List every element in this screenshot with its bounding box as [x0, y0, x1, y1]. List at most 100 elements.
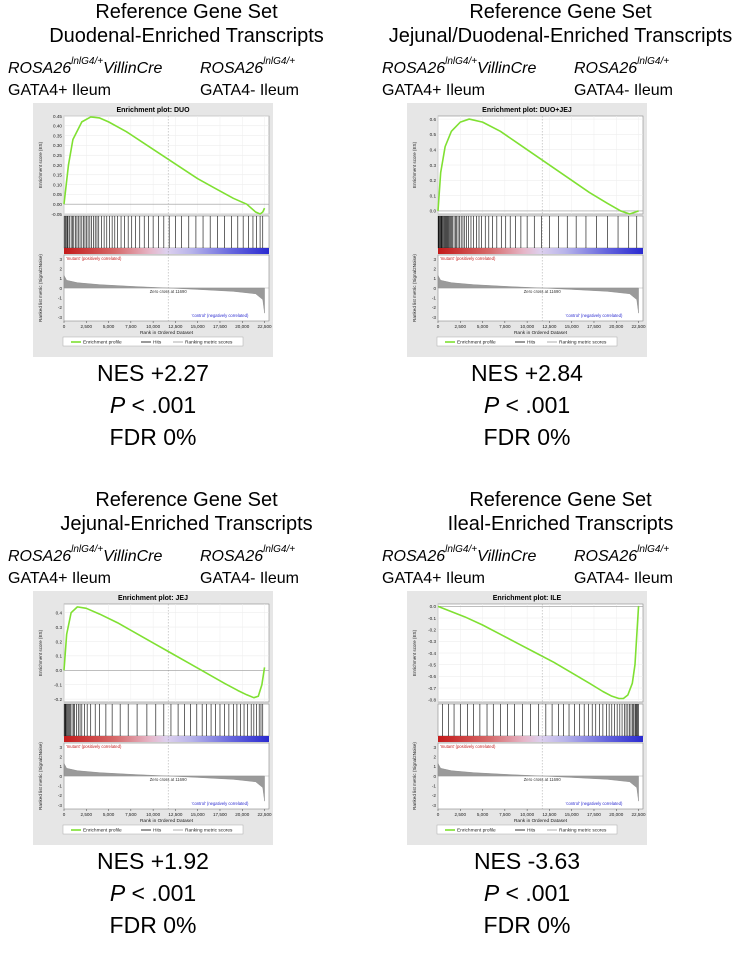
xtick-label: 2,500 [455, 324, 467, 329]
legend-label: Ranking metric scores [559, 340, 607, 346]
negative-correlation-label: 'control' (negatively correlated) [566, 313, 623, 318]
es-ytick-label: 0.4 [56, 610, 63, 615]
xtick-label: 10,000 [520, 812, 534, 817]
group-right-label: GATA4- Ileum [200, 570, 299, 587]
metric-ytick-label: 0 [59, 286, 62, 291]
legend-label: Enrichment profile [457, 828, 496, 834]
xlabel: Rank in Ordered Dataset [514, 330, 568, 336]
xtick-label: 17,500 [213, 324, 227, 329]
ranking-color-bar [64, 248, 269, 254]
xlabel: Rank in Ordered Dataset [514, 818, 568, 824]
es-ylabel: Enrichment score (ES) [38, 141, 43, 188]
ranking-color-bar [64, 736, 269, 742]
xtick-label: 22,500 [632, 324, 646, 329]
legend-label: Hits [153, 828, 162, 834]
legend-label: Ranking metric scores [185, 828, 233, 834]
p-value: P < .001 [33, 878, 273, 908]
xtick-label: 17,500 [587, 324, 601, 329]
es-ylabel: Enrichment score (ES) [38, 629, 43, 676]
metric-ytick-label: 0 [59, 774, 62, 779]
p-label: P [109, 392, 126, 418]
enrichment-plot-panel: Enrichment plot: JEJ 0.4 0.3 0.2 0.1 0.0 -0.1 -… [33, 591, 273, 845]
xtick-label: 7,500 [499, 812, 511, 817]
xtick-label: 7,500 [125, 812, 137, 817]
enrichment-plot-svg: Enrichment plot: ILE 0.0 -0.1 -0.2 -0.3 -0.4 -… [412, 595, 646, 835]
ranking-metric-area [63, 275, 265, 314]
es-ytick-label: 0.1 [430, 193, 437, 198]
es-ytick-label: -0.3 [428, 639, 436, 644]
metric-ytick-label: 0 [433, 774, 436, 779]
genotype-right-base: ROSA26 [574, 548, 638, 565]
xtick-label: 20,000 [235, 324, 249, 329]
enrichment-profile-line [437, 118, 639, 215]
genotype-right-base: ROSA26 [200, 60, 264, 77]
metric-ytick-label: 3 [59, 745, 62, 750]
es-ytick-label: -0.7 [428, 686, 436, 691]
gsea-quadrant: Reference Gene Set Jejunal-Enriched Trans… [0, 488, 373, 961]
xtick-label: 20,000 [609, 324, 623, 329]
negative-correlation-label: 'control' (negatively correlated) [192, 801, 249, 806]
xtick-label: 15,000 [191, 812, 205, 817]
genotype-right: ROSA26lnlG4/+ [200, 544, 296, 566]
metric-ytick-label: 3 [433, 257, 436, 262]
p-label: P [483, 392, 500, 418]
enrichment-plot-panel: Enrichment plot: DUO 0.45 0.40 0.35 0.30 0.25… [33, 103, 273, 357]
es-ytick-label: -0.5 [428, 662, 436, 667]
nes-value: NES +2.84 [471, 360, 583, 386]
xtick-label: 22,500 [258, 324, 272, 329]
genotype-left-base: ROSA26 [8, 60, 72, 77]
gsea-quadrant: Reference Gene Set Jejunal/Duodenal-Enric… [374, 0, 747, 473]
negative-correlation-label: 'control' (negatively correlated) [566, 801, 623, 806]
genotype-left: ROSA26lnlG4/+VillinCre [8, 57, 162, 78]
es-ytick-label: -0.2 [54, 697, 62, 702]
group-left-label: GATA4+ Ileum [382, 570, 485, 587]
enrichment-plot-svg: Enrichment plot: DUO 0.45 0.40 0.35 0.30 0.25… [38, 107, 272, 347]
es-ytick-label: -0.1 [428, 616, 436, 621]
gsea-quadrant: Reference Gene Set Duodenal-Enriched Tran… [0, 0, 373, 473]
es-ytick-label: 0.5 [430, 132, 437, 137]
metric-ytick-label: -1 [432, 783, 437, 788]
genotype-left-sup: lnlG4/+ [445, 56, 478, 67]
xtick-label: 15,000 [565, 812, 579, 817]
group-right-label: GATA4- Ileum [574, 570, 673, 587]
legend-box [436, 336, 618, 347]
genotype-left: ROSA26lnlG4/+VillinCre [382, 56, 536, 78]
es-ytick-label: -0.05 [52, 212, 63, 217]
genotype-right-sup: lnlG4/+ [263, 544, 296, 555]
gene-set-subheading: Jejunal-Enriched Transcripts [60, 513, 313, 535]
p-value: P < .001 [407, 390, 647, 420]
es-ytick-label: 0.15 [53, 173, 62, 178]
fdr-value: FDR 0% [109, 424, 197, 450]
group-right-label: GATA4- Ileum [200, 82, 299, 99]
es-ytick-label: 0.3 [430, 163, 437, 168]
es-ytick-label: -0.8 [428, 697, 436, 702]
metric-ytick-label: 1 [433, 764, 436, 769]
es-ytick-label: 0.35 [53, 133, 62, 138]
es-ytick-label: -0.1 [54, 683, 62, 688]
group-left-label: GATA4+ Ileum [8, 570, 111, 587]
xtick-label: 22,500 [632, 812, 646, 817]
legend-label: Enrichment profile [83, 340, 122, 346]
genotype-right-base: ROSA26 [574, 60, 638, 77]
genotype-left-sup: lnlG4/+ [71, 544, 104, 555]
xtick-label: 20,000 [235, 812, 249, 817]
p-value-text: < .001 [125, 392, 197, 418]
xtick-label: 7,500 [125, 324, 137, 329]
xtick-label: 5,000 [477, 812, 489, 817]
es-ytick-label: 0.0 [56, 668, 63, 673]
xtick-label: 2,500 [81, 324, 93, 329]
xtick-label: 17,500 [213, 812, 227, 817]
xtick-label: 0 [437, 324, 440, 329]
legend-label: Ranking metric scores [185, 340, 233, 346]
positive-correlation-label: 'mutant' (positively correlated) [66, 256, 122, 261]
zero-cross-label: Zero cross at 11690 [150, 777, 188, 782]
gene-set-subheading: Jejunal/Duodenal-Enriched Transcripts [388, 25, 733, 47]
p-label: P [109, 880, 126, 906]
legend-box [62, 824, 244, 835]
es-ytick-label: 0.40 [53, 124, 62, 129]
genotype-left-base: ROSA26 [8, 548, 72, 565]
xtick-label: 5,000 [103, 812, 115, 817]
es-ytick-label: 0.3 [56, 625, 63, 630]
genotype-left: ROSA26lnlG4/+VillinCre [8, 544, 162, 566]
legend-label: Enrichment profile [83, 828, 122, 834]
